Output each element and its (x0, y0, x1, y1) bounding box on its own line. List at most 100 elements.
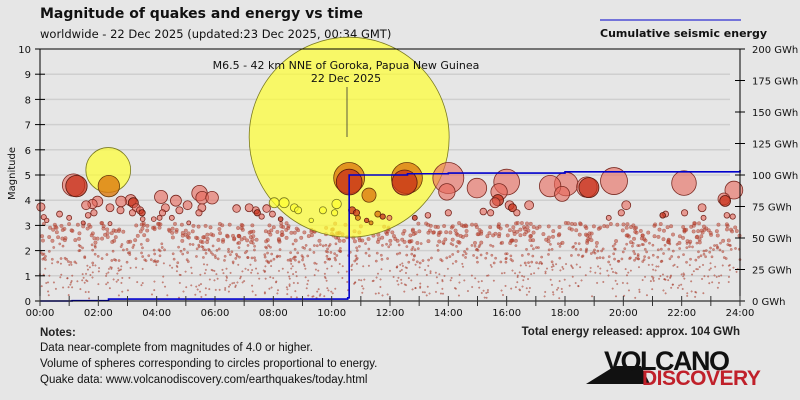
minor-quake-dot (291, 242, 295, 246)
minor-quake-dot (217, 227, 222, 232)
minor-quake-dot (696, 221, 701, 226)
minor-quake-dot (718, 248, 722, 252)
quake-circle (466, 177, 488, 199)
minor-quake-dot (591, 224, 596, 229)
minor-quake-dot (540, 262, 543, 265)
minor-quake-dot (659, 247, 663, 251)
minor-quake-dot (153, 252, 157, 256)
minor-quake-dot (389, 243, 392, 246)
minor-quake-dot (254, 237, 259, 242)
minor-quake-dot (726, 238, 731, 243)
minor-quake-dot (651, 243, 655, 247)
minor-quake-dot (341, 265, 344, 268)
minor-quake-dot (557, 225, 562, 230)
minor-quake-dot (519, 289, 522, 292)
minor-quake-dot (82, 276, 85, 279)
minor-quake-dot (285, 286, 288, 289)
minor-quake-dot (470, 274, 473, 277)
minor-quake-dot (544, 290, 547, 293)
minor-quake-dot (379, 278, 382, 281)
minor-quake-dot (680, 283, 683, 286)
minor-quake-dot (379, 285, 382, 288)
minor-quake-dot (272, 257, 276, 261)
minor-quake-dot (293, 255, 296, 259)
minor-quake-dot (552, 291, 555, 294)
minor-quake-dot (215, 273, 218, 276)
minor-quake-dot (67, 222, 72, 227)
minor-quake-dot (63, 256, 67, 260)
minor-quake-dot (598, 256, 602, 260)
minor-quake-dot (518, 233, 523, 238)
minor-quake-dot (489, 243, 492, 247)
quake-circle (168, 214, 175, 221)
quake-circle (723, 212, 731, 219)
minor-quake-dot (558, 244, 562, 248)
minor-quake-dot (560, 287, 563, 290)
minor-quake-dot (607, 255, 611, 259)
minor-quake-dot (326, 247, 329, 251)
minor-quake-dot (350, 268, 353, 271)
minor-quake-dot (172, 221, 177, 226)
minor-quake-dot (126, 289, 129, 292)
minor-quake-dot (527, 252, 530, 256)
minor-quake-dot (577, 285, 580, 288)
minor-quake-dot (605, 224, 610, 229)
notes-heading: Notes: (40, 327, 76, 339)
minor-quake-dot (204, 248, 207, 252)
minor-quake-dot (388, 238, 393, 243)
minor-quake-dot (682, 253, 685, 257)
minor-quake-dot (272, 277, 275, 280)
minor-quake-dot (560, 240, 565, 245)
minor-quake-dot (170, 226, 175, 231)
minor-quake-dot (458, 281, 461, 284)
minor-quake-dot (109, 266, 112, 269)
quake-circle (294, 206, 303, 215)
minor-quake-dot (337, 271, 340, 274)
minor-quake-dot (521, 274, 524, 277)
minor-quake-dot (464, 256, 467, 259)
quake-circle (487, 209, 495, 217)
minor-quake-dot (450, 237, 455, 242)
minor-quake-dot (658, 277, 661, 280)
minor-quake-dot (428, 292, 431, 295)
minor-quake-dot (727, 275, 730, 278)
minor-quake-dot (186, 231, 191, 236)
minor-quake-dot (728, 243, 731, 247)
minor-quake-dot (267, 244, 270, 248)
minor-quake-dot (708, 250, 712, 254)
minor-quake-dot (209, 232, 214, 237)
minor-quake-dot (334, 287, 337, 290)
minor-quake-dot (570, 264, 573, 267)
minor-quake-dot (40, 234, 45, 239)
minor-quake-dot (418, 261, 422, 265)
minor-quake-dot (269, 228, 274, 233)
minor-quake-dot (500, 289, 503, 292)
minor-quake-dot (613, 247, 616, 251)
minor-quake-dot (514, 244, 518, 248)
minor-quake-dot (475, 232, 480, 237)
minor-quake-dot (552, 293, 555, 296)
minor-quake-dot (120, 281, 123, 284)
minor-quake-dot (290, 296, 293, 299)
minor-quake-dot (254, 294, 257, 297)
minor-quake-dot (441, 279, 444, 282)
minor-quake-dot (451, 243, 455, 247)
minor-quake-dot (556, 288, 559, 291)
minor-quake-dot (357, 245, 361, 248)
minor-quake-dot (91, 271, 94, 274)
minor-quake-dot (453, 228, 458, 233)
minor-quake-dot (448, 230, 453, 235)
minor-quake-dot (708, 268, 711, 271)
minor-quake-dot (464, 229, 469, 234)
minor-quake-dot (329, 251, 333, 254)
minor-quake-dot (398, 251, 402, 255)
minor-quake-dot (240, 223, 245, 228)
annotation: M6.5 - 42 km NNE of Goroka, Papua New Gu… (213, 59, 479, 137)
minor-quake-dot (531, 238, 536, 243)
minor-quake-dot (671, 283, 674, 286)
minor-quake-dot (596, 226, 601, 231)
minor-quake-dot (694, 258, 698, 262)
minor-quake-dot (258, 277, 261, 280)
y-tick-label: 10 (18, 45, 31, 56)
minor-quake-dot (76, 280, 79, 283)
